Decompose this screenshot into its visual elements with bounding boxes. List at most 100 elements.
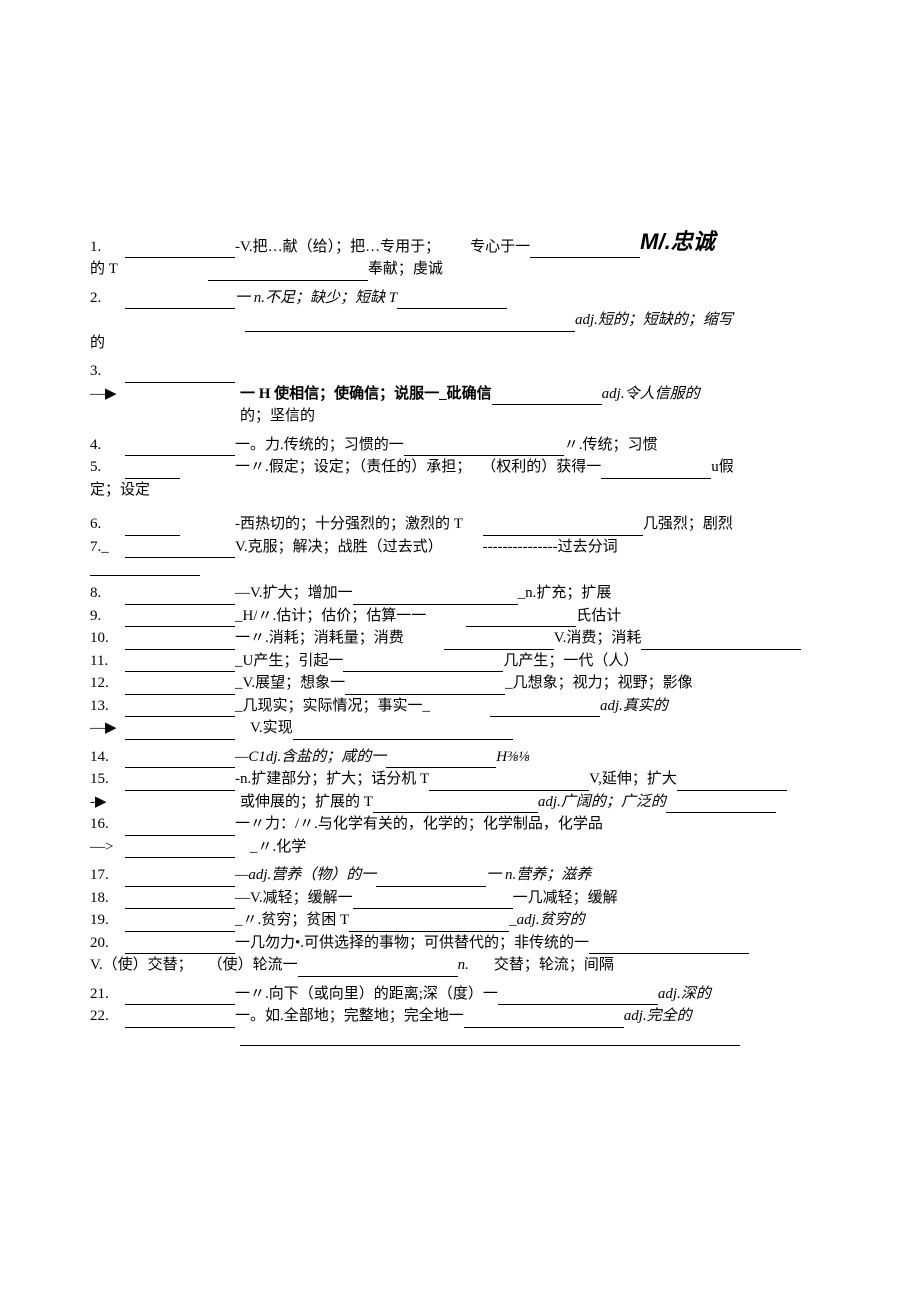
answer-blank[interactable] <box>125 750 235 768</box>
answer-blank[interactable] <box>490 699 600 717</box>
answer-blank[interactable] <box>404 438 564 456</box>
definition-text: 一〃.消耗；消耗量；消费 <box>235 627 404 650</box>
answer-blank[interactable] <box>293 722 513 740</box>
item-number: 17. <box>90 864 125 887</box>
answer-blank[interactable] <box>125 654 235 672</box>
definition-text: adj.广阔的；广泛的 <box>538 791 666 814</box>
definition-text: _几现实；实际情况；事实一_ <box>235 695 430 718</box>
answer-blank[interactable] <box>298 959 458 977</box>
item-7-blank <box>90 558 840 576</box>
answer-blank[interactable] <box>125 291 235 309</box>
definition-text: 奉献；虔诚 <box>368 258 443 281</box>
answer-blank[interactable] <box>125 869 235 887</box>
item-number: 18. <box>90 887 125 910</box>
answer-blank[interactable] <box>465 314 575 332</box>
answer-blank[interactable] <box>125 632 235 650</box>
definition-text: 专心于一 <box>470 236 530 259</box>
answer-blank[interactable] <box>429 773 589 791</box>
answer-blank[interactable] <box>386 750 496 768</box>
answer-blank[interactable] <box>483 795 538 813</box>
answer-blank[interactable] <box>530 240 640 258</box>
answer-blank[interactable] <box>125 540 235 558</box>
definition-text: 的 T <box>90 258 118 281</box>
answer-blank[interactable] <box>353 587 463 605</box>
answer-blank[interactable] <box>125 461 180 479</box>
answer-blank[interactable] <box>125 587 235 605</box>
answer-blank[interactable] <box>498 987 658 1005</box>
answer-blank[interactable] <box>397 291 507 309</box>
answer-blank[interactable] <box>376 869 486 887</box>
item-number: 22. <box>90 1005 125 1028</box>
answer-blank[interactable] <box>349 914 509 932</box>
answer-blank[interactable] <box>125 518 180 536</box>
item-number: 4. <box>90 434 125 457</box>
answer-blank[interactable] <box>345 677 505 695</box>
item-number: 6. <box>90 513 125 536</box>
answer-blank[interactable] <box>125 914 235 932</box>
definition-text: _H/〃.估计；估价；估算一一 <box>235 605 426 628</box>
definition-text: —V.减轻；缓解一 <box>235 887 353 910</box>
definition-text: adj.令人信服的 <box>602 383 700 406</box>
arrow-indicator: —▶ <box>90 717 120 740</box>
item-1: 1. -V.把…献（给）；把…专用于； 专心于一 M/.忠诚 <box>90 225 840 258</box>
answer-blank[interactable] <box>373 795 483 813</box>
answer-blank[interactable] <box>125 818 235 836</box>
definition-text: （使）轮流一 <box>208 954 298 977</box>
definition-text: 几产生；一代（人） <box>503 650 638 673</box>
answer-blank[interactable] <box>125 677 235 695</box>
answer-blank[interactable] <box>208 263 368 281</box>
answer-blank[interactable] <box>125 609 235 627</box>
answer-blank[interactable] <box>666 795 776 813</box>
definition-text: _〃.化学 <box>250 836 306 859</box>
definition-text: 〃.传统；习惯 <box>564 434 658 457</box>
item-number: 2. <box>90 287 125 310</box>
answer-blank[interactable] <box>125 438 235 456</box>
answer-blank[interactable] <box>125 936 235 954</box>
item-number: 12. <box>90 672 125 695</box>
answer-blank[interactable] <box>589 936 749 954</box>
definition-text: adj.完全的 <box>624 1005 692 1028</box>
answer-blank[interactable] <box>353 891 513 909</box>
item-22-blank <box>90 1028 840 1046</box>
definition-text: V,延伸；扩大 <box>589 768 677 791</box>
item-15-cont: -▶ 或伸展的；扩展的 T adj.广阔的；广泛的 <box>90 791 840 814</box>
item-16: 16. 一〃力：/〃.与化学有关的，化学的；化学制品，化学品 <box>90 813 840 836</box>
answer-blank[interactable] <box>125 365 235 383</box>
answer-blank[interactable] <box>125 987 235 1005</box>
arrow-indicator: -▶ <box>90 791 120 814</box>
item-number: 11. <box>90 650 125 673</box>
answer-blank[interactable] <box>125 722 235 740</box>
item-7: 7._ V.克服；解决；战胜（过去式） ---------------过去分词 <box>90 536 840 559</box>
answer-blank[interactable] <box>492 387 602 405</box>
answer-blank[interactable] <box>444 632 554 650</box>
answer-blank[interactable] <box>343 654 503 672</box>
item-20: 20. 一几勿力•.可供选择的事物；可供替代的；非传统的一 <box>90 932 840 955</box>
answer-blank[interactable] <box>641 632 801 650</box>
answer-blank[interactable] <box>240 1028 740 1046</box>
answer-blank[interactable] <box>483 518 643 536</box>
answer-blank[interactable] <box>125 240 235 258</box>
definition-text: adj.深的 <box>658 983 711 1006</box>
item-number: 21. <box>90 983 125 1006</box>
definition-text: _U产生；引起一 <box>235 650 343 673</box>
answer-blank[interactable] <box>463 587 518 605</box>
definition-text: -西热切的；十分强烈的；激烈的 T <box>235 513 463 536</box>
answer-blank[interactable] <box>125 891 235 909</box>
item-16-cont: —> _〃.化学 <box>90 836 840 859</box>
answer-blank[interactable] <box>125 699 235 717</box>
answer-blank[interactable] <box>601 461 711 479</box>
answer-blank[interactable] <box>90 558 200 576</box>
answer-blank[interactable] <box>464 1010 624 1028</box>
definition-text: 一几勿力•.可供选择的事物；可供替代的；非传统的一 <box>235 932 589 955</box>
answer-blank[interactable] <box>125 1010 235 1028</box>
answer-blank[interactable] <box>677 773 787 791</box>
answer-blank[interactable] <box>466 609 576 627</box>
answer-blank[interactable] <box>245 314 465 332</box>
definition-text: adj.真实的 <box>600 695 668 718</box>
answer-blank[interactable] <box>125 773 235 791</box>
definition-text: n. <box>458 954 469 977</box>
answer-blank[interactable] <box>125 840 235 858</box>
item-number: 10. <box>90 627 125 650</box>
definition-text: 的 <box>90 332 105 355</box>
definition-text: V.克服；解决；战胜（过去式） <box>235 536 443 559</box>
